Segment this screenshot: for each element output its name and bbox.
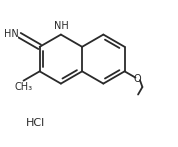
Text: HN: HN — [4, 29, 19, 39]
Text: HCl: HCl — [26, 118, 46, 128]
Text: NH: NH — [54, 21, 69, 31]
Text: O: O — [134, 74, 142, 84]
Text: CH₃: CH₃ — [14, 82, 33, 92]
